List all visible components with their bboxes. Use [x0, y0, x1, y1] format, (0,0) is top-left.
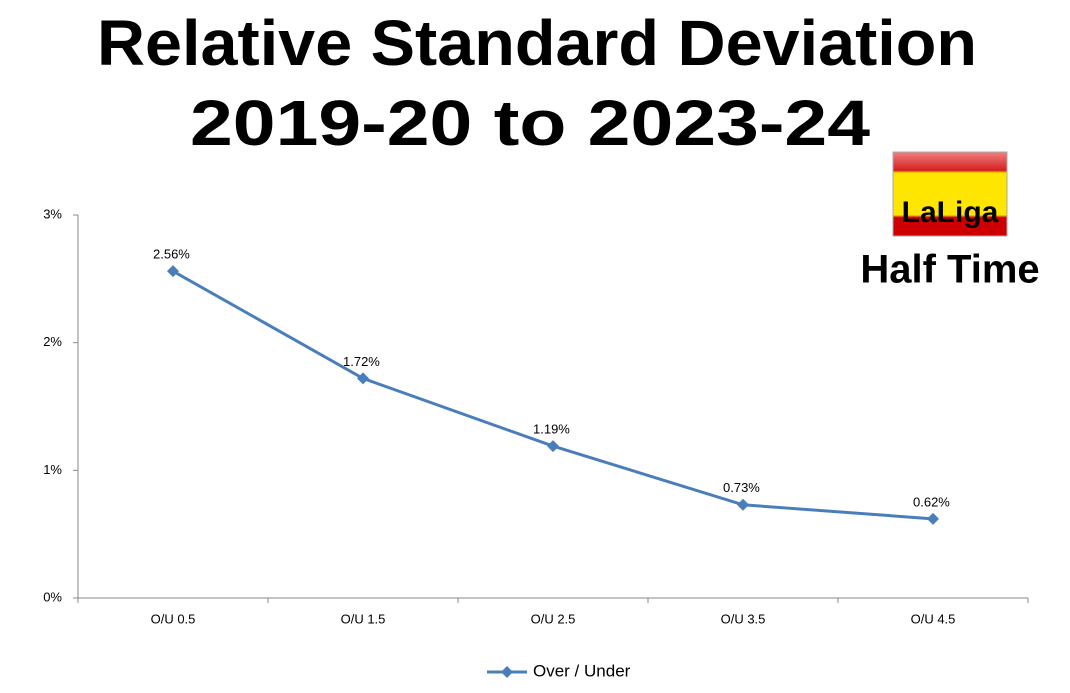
flag: [892, 151, 1008, 237]
data-label: 2.56%: [153, 247, 190, 262]
marker: [547, 440, 559, 453]
legend-marker: [501, 666, 513, 678]
chart-title: Relative Standard Deviation: [97, 7, 977, 79]
data-label: 0.62%: [913, 494, 950, 509]
data-label: 0.73%: [723, 480, 760, 495]
marker: [167, 265, 179, 278]
data-label: 1.19%: [533, 422, 570, 437]
marker: [737, 498, 749, 511]
data-label: 1.72%: [343, 354, 380, 369]
x-tick-label: O/U 1.5: [341, 611, 386, 626]
series-line: [172, 269, 934, 521]
marker: [357, 372, 369, 385]
y-tick-label: 1%: [43, 462, 62, 477]
x-tick-label: O/U 3.5: [721, 611, 766, 626]
x-tick-label: O/U 2.5: [531, 611, 576, 626]
x-tick-label: O/U 4.5: [911, 611, 956, 626]
x-tick-label: O/U 0.5: [151, 611, 196, 626]
y-tick-label: 3%: [43, 206, 62, 221]
legend-label: Over / Under: [533, 661, 631, 680]
period-label: Half Time: [860, 248, 1039, 292]
y-tick-label: 0%: [43, 589, 62, 604]
y-tick-label: 2%: [43, 334, 62, 349]
chart-subtitle: 2019-20 to 2023-24: [190, 87, 870, 159]
league-label: LaLiga: [902, 196, 999, 229]
marker: [927, 512, 939, 525]
